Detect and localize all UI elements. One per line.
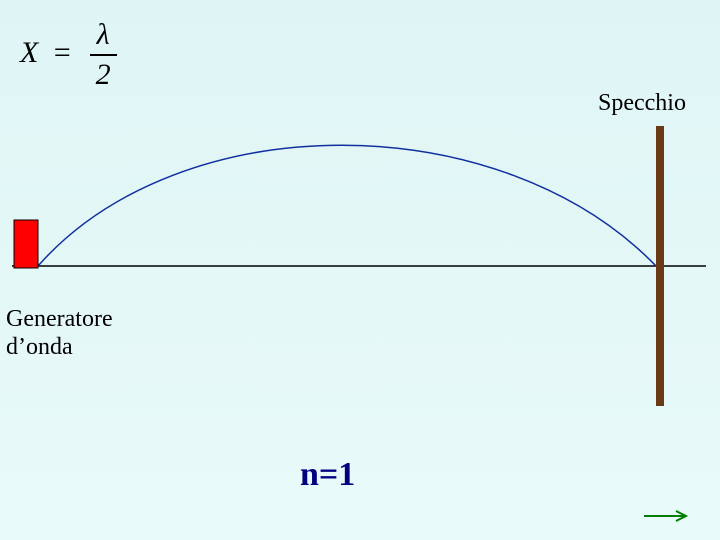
next-arrow-icon	[644, 511, 686, 521]
generator-box	[14, 220, 38, 268]
wave-arc	[38, 145, 656, 266]
mirror-bar	[656, 126, 664, 406]
diagram	[0, 0, 720, 540]
